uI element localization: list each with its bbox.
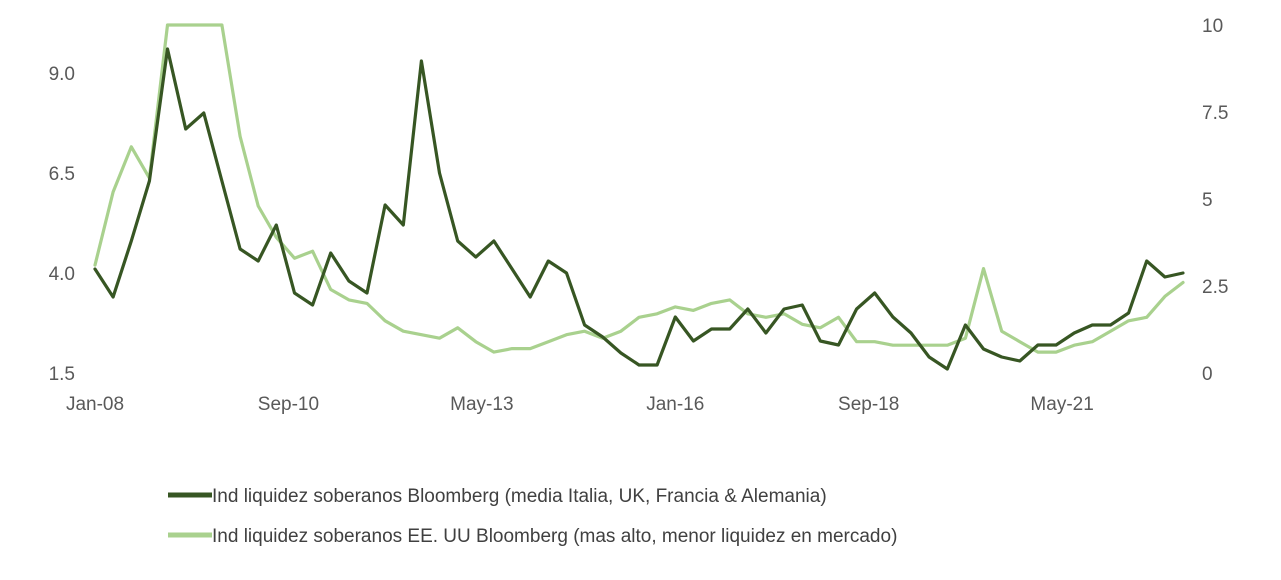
legend-item-us: Ind liquidez soberanos EE. UU Bloomberg … — [168, 526, 897, 547]
left-y-tick-label: 6.5 — [49, 164, 75, 185]
x-tick-label: Jan-08 — [66, 394, 124, 415]
series-line-us — [93, 23, 1185, 354]
x-axis: Jan-08 Sep-10 May-13 Jan-16 Sep-18 May-21 — [66, 394, 1094, 415]
x-tick-label: May-21 — [1030, 394, 1093, 415]
left-y-tick-label: 9.0 — [49, 64, 75, 85]
legend-label-europe: Ind liquidez soberanos Bloomberg (media … — [212, 486, 827, 507]
x-tick-label: Jan-16 — [646, 394, 704, 415]
legend-label-us: Ind liquidez soberanos EE. UU Bloomberg … — [212, 526, 897, 547]
series-line-europe — [93, 47, 1185, 371]
left-y-axis: 1.5 4.0 6.5 9.0 — [49, 64, 75, 385]
right-y-tick-label: 0 — [1202, 364, 1213, 385]
x-tick-label: Sep-18 — [838, 394, 899, 415]
right-y-tick-label: 5 — [1202, 190, 1213, 211]
right-y-tick-label: 10 — [1202, 16, 1223, 37]
legend: Ind liquidez soberanos Bloomberg (media … — [168, 486, 897, 547]
x-tick-label: Sep-10 — [258, 394, 319, 415]
left-y-tick-label: 4.0 — [49, 264, 75, 285]
legend-item-europe: Ind liquidez soberanos Bloomberg (media … — [168, 486, 827, 507]
x-tick-label: May-13 — [450, 394, 513, 415]
plot-area — [93, 23, 1185, 371]
right-y-tick-label: 2.5 — [1202, 277, 1228, 298]
right-y-tick-label: 7.5 — [1202, 103, 1228, 124]
left-y-tick-label: 1.5 — [49, 364, 75, 385]
right-y-axis: 0 2.5 5 7.5 10 — [1202, 16, 1228, 385]
